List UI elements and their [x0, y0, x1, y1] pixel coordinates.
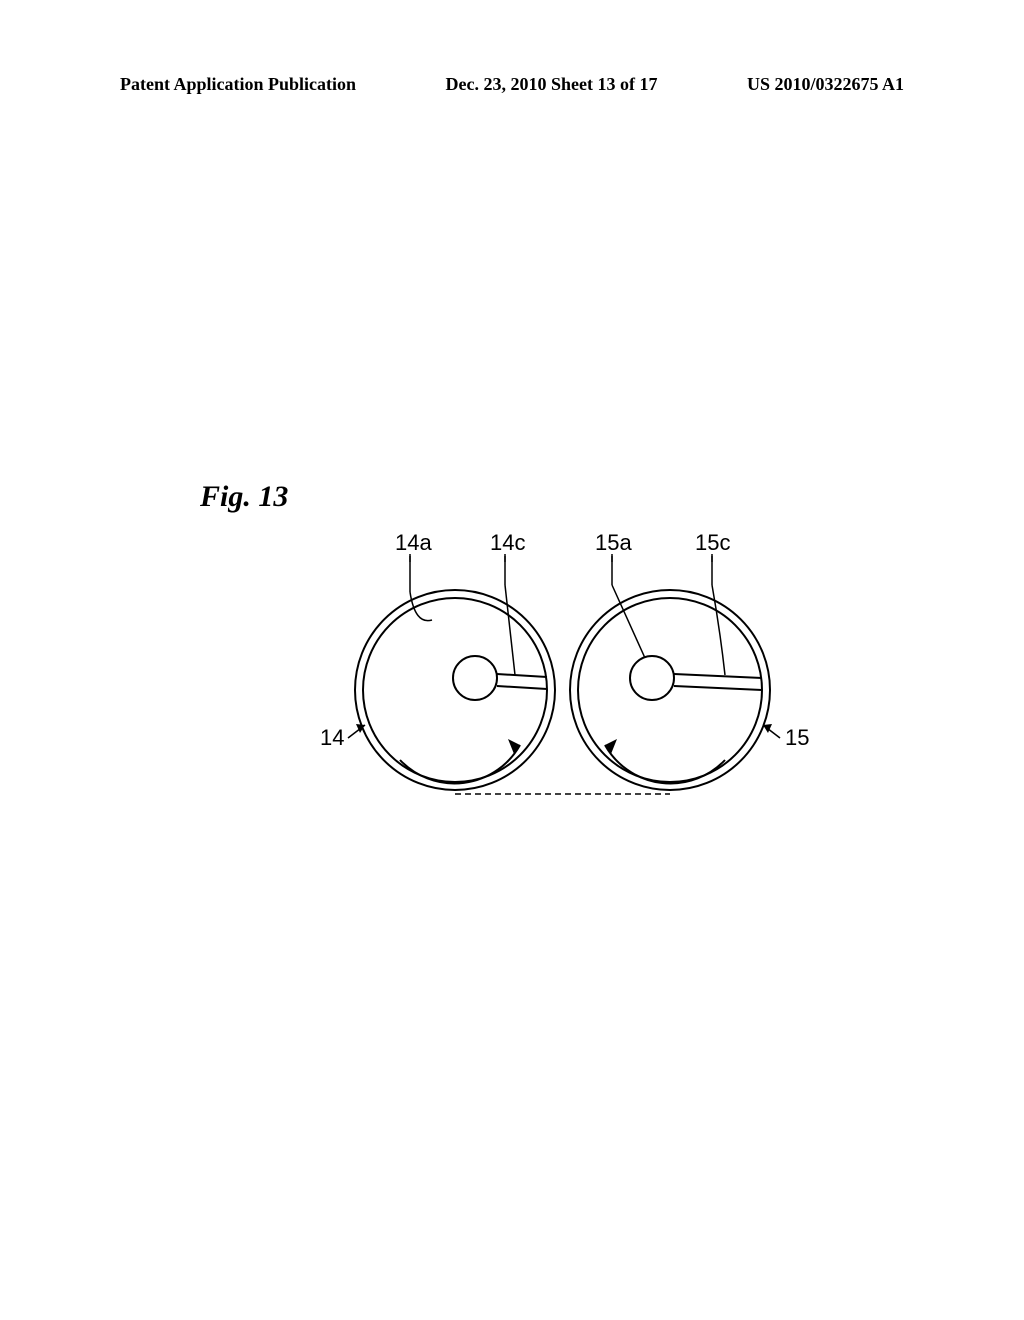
- figure-label: Fig. 13: [200, 480, 288, 514]
- label-15c: 15c: [695, 530, 730, 556]
- label-14: 14: [320, 725, 344, 751]
- page-header: Patent Application Publication Dec. 23, …: [0, 74, 1024, 95]
- header-app-number: US 2010/0322675 A1: [747, 74, 904, 95]
- label-15a: 15a: [595, 530, 632, 556]
- label-15: 15: [785, 725, 809, 751]
- label-14c: 14c: [490, 530, 525, 556]
- header-date-sheet: Dec. 23, 2010 Sheet 13 of 17: [446, 74, 658, 95]
- figure-diagram: 14a 14c 15a 15c 14 15: [280, 530, 770, 810]
- diagram-svg: [280, 530, 840, 810]
- label-14a: 14a: [395, 530, 432, 556]
- header-publication: Patent Application Publication: [120, 74, 356, 95]
